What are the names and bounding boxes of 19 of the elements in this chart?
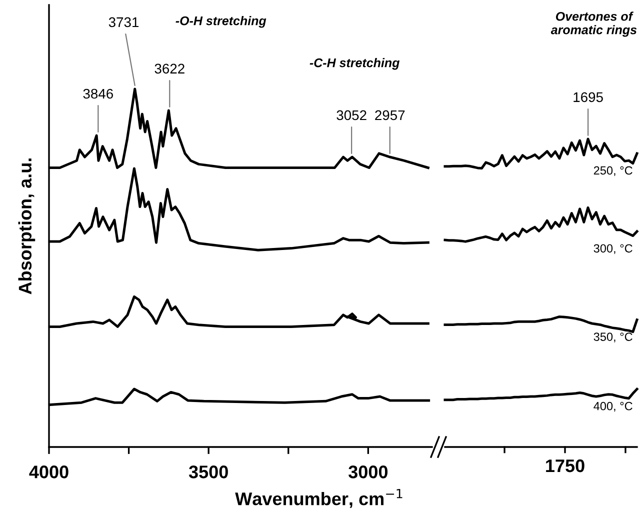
text: 1750 [546,459,584,472]
text: -C-H stretching [310,58,400,70]
annotation: 3052 [336,110,366,120]
x-axis-title: Wavenumber, cm$^{−1}$ [235,488,402,508]
x-tick-label: 4000 [29,466,68,478]
annotation: 3846 [83,88,113,99]
text: -O-H stretching [176,16,266,28]
text: 1695 [574,92,603,102]
text: Overtones of aromatic rings [550,12,637,37]
series-label: 250, °C [594,166,632,176]
annotation: 3622 [154,64,184,74]
series-label: 400, °C [594,402,632,412]
annotation: 3731 [108,17,139,28]
series-label: 350, °C [594,332,632,342]
annotation: 2957 [375,110,405,120]
x-tick-label: 3000 [348,466,388,478]
y-axis-title: Absorption, a.u. [18,158,36,294]
x-tick-label: 3500 [188,466,228,478]
series-label: 300, °C [594,244,632,254]
